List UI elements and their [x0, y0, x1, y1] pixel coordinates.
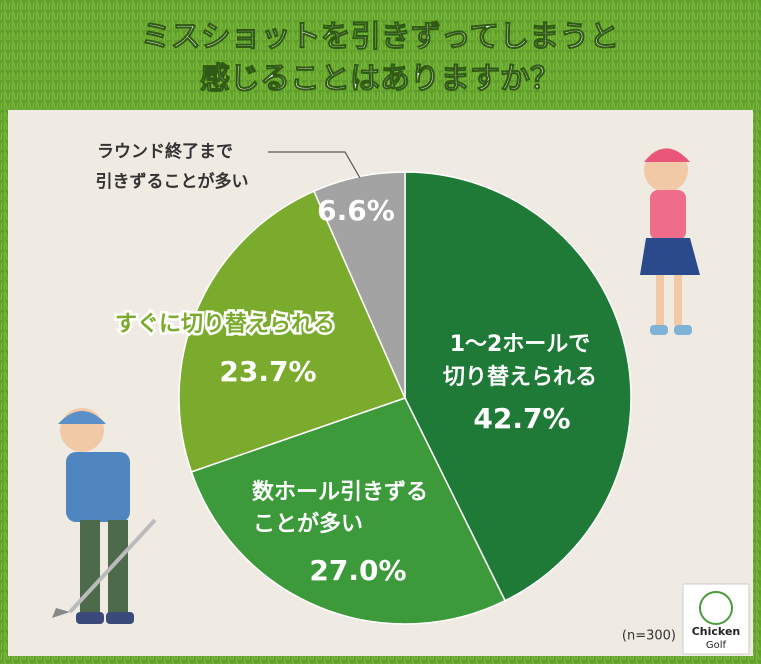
leader-line: [268, 151, 361, 179]
category-label: ラウンド終了まで: [97, 141, 233, 162]
sample-note: (n=300): [622, 629, 676, 644]
logo-text: Golf: [706, 640, 727, 651]
category-label: すぐに切り替えられる: [115, 312, 335, 337]
pie-slice: [312, 171, 406, 399]
value-label: 23.7%: [219, 355, 316, 388]
golfer-man: [52, 408, 157, 624]
category-label: ことが多い: [253, 511, 363, 537]
value-label: 42.7%: [473, 402, 570, 435]
pie-slice: [404, 171, 632, 602]
category-label: 引きずることが多い: [96, 171, 249, 192]
title-line: ミスショットを引きずってしまうと: [141, 20, 620, 55]
golfer-woman: [640, 148, 700, 335]
pie-slice: [190, 397, 507, 625]
value-label: 27.0%: [309, 554, 406, 587]
logo: Chicken Golf: [682, 583, 750, 655]
category-label: 1〜2ホールで: [450, 332, 591, 357]
title-line: 感じることはありますか？: [200, 62, 560, 97]
category-label: 数ホール引きずる: [252, 479, 428, 505]
value-label: 6.6%: [317, 194, 395, 227]
category-label: 切り替えられる: [443, 365, 597, 390]
logo-text: Chicken: [692, 625, 741, 638]
pie-slice: [178, 190, 407, 473]
